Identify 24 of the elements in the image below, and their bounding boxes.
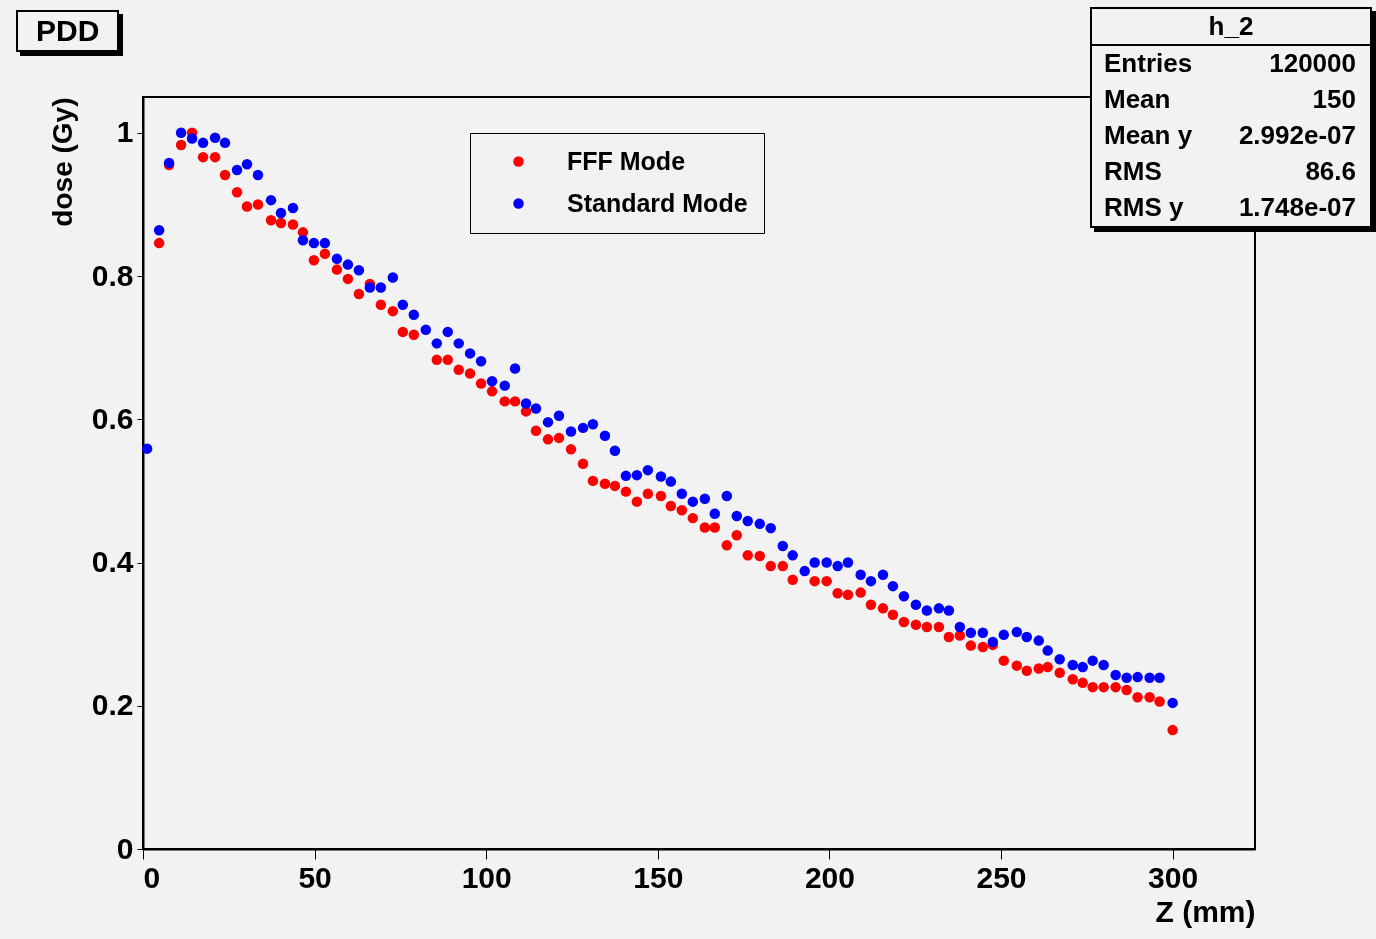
text: RMS 86.6	[1104, 156, 1356, 186]
y-tick-label: 0.8	[91, 258, 134, 292]
legend-label: Standard Mode	[567, 188, 748, 217]
y-tick-label: 1	[116, 115, 134, 149]
x-tick-label: 250	[976, 860, 1027, 894]
y-axis-title: dose (Gy)	[46, 97, 78, 227]
chart-title: PDD	[16, 10, 120, 52]
x-tick-label: 0	[143, 860, 161, 894]
x-tick-label: 50	[298, 860, 332, 894]
legend-label: FFF Mode	[567, 146, 686, 175]
y-tick-label: 0.6	[91, 401, 134, 435]
x-tick-label: 150	[633, 860, 684, 894]
y-tick-label: 0.4	[91, 545, 134, 579]
text: RMS y 1.748e-07	[1104, 192, 1356, 222]
x-tick-label: 200	[804, 860, 855, 894]
x-tick-label: 300	[1148, 860, 1199, 894]
text: Entries 120000	[1104, 48, 1356, 78]
text: Mean y 2.992e-07	[1104, 120, 1356, 150]
x-axis-title: Z (mm)	[1155, 894, 1256, 928]
text: h_2	[1092, 9, 1370, 46]
x-tick-label: 100	[461, 860, 512, 894]
text: Mean 150	[1104, 84, 1356, 114]
y-tick-label: 0	[116, 831, 134, 865]
y-tick-label: 0.2	[91, 688, 134, 722]
